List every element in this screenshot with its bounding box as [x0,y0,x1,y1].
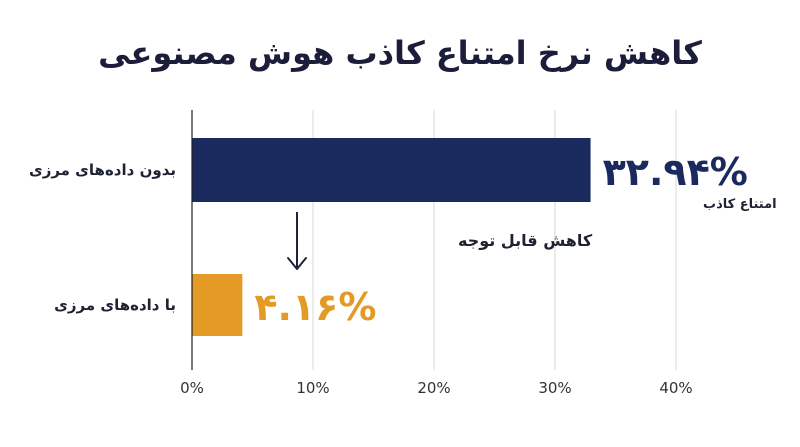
x-tick-label: 40% [659,379,692,397]
x-tick-label: 0% [180,379,204,397]
x-tick-label: 10% [296,379,329,397]
value-sublabel: امتناع کاذب [703,197,777,212]
bar [192,274,243,336]
annotation-label: کاهش قابل توجه [458,231,593,250]
x-tick-label: 20% [417,379,450,397]
category-label: با داده‌های مرزی [54,296,176,314]
category-label: بدون داده‌های مرزی [29,161,176,179]
x-tick-label: 30% [538,379,571,397]
bar [192,138,591,202]
value-label: ۳۲.۹۴% [603,150,748,194]
down-arrow-icon [287,257,307,270]
chart-title: کاهش نرخ امتناع کاذب هوش مصنوعی [98,34,702,72]
value-label: ۴.۱۶% [254,285,376,329]
